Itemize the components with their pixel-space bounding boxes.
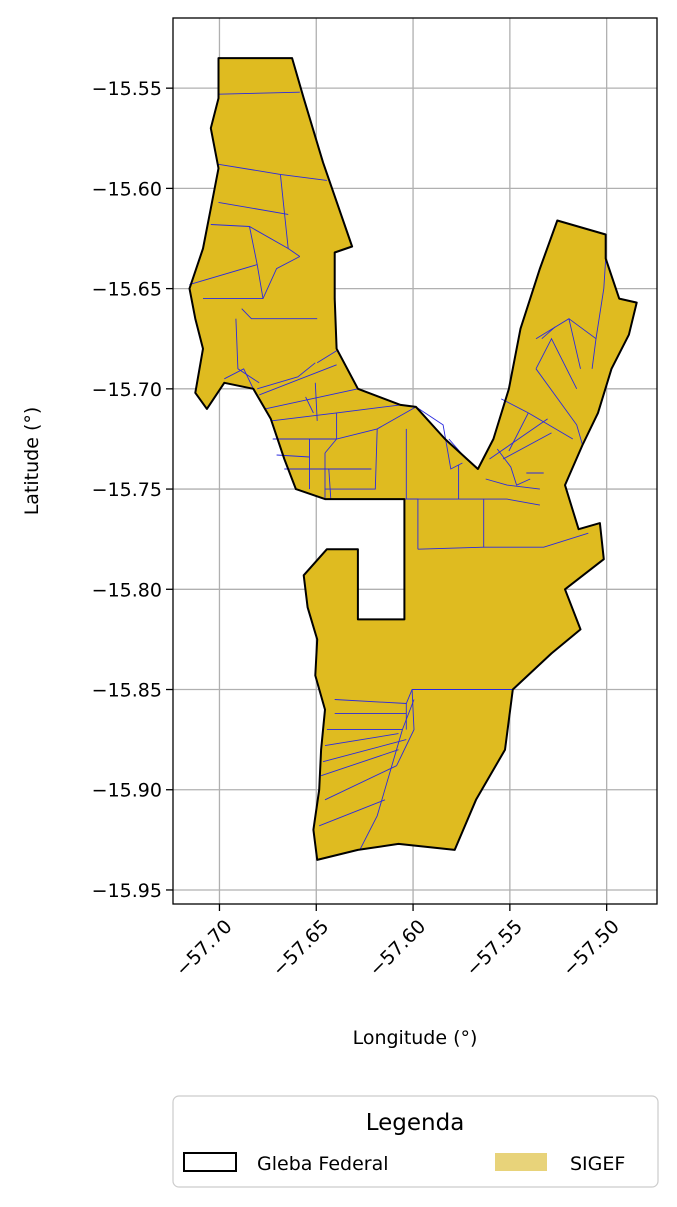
parcel-line-39 — [502, 432, 552, 460]
parcel-line-34 — [417, 532, 589, 550]
parcel-line-14 — [264, 388, 358, 410]
parcel-line-44 — [535, 368, 583, 446]
parcel-line-8 — [241, 308, 318, 320]
parcel-line-23 — [324, 438, 337, 454]
plot-frame — [172, 17, 658, 905]
legend-sigef-label: SIGEF — [570, 1153, 625, 1175]
parcel-line-58 — [319, 799, 386, 827]
y-tick-label-0: −15.55 — [92, 78, 162, 100]
parcel-line-16 — [305, 396, 314, 414]
gleba-federal-outline — [188, 57, 638, 861]
parcel-line-10 — [224, 368, 254, 389]
parcel-line-26 — [328, 468, 332, 500]
y-tick-label-5: −15.80 — [92, 579, 162, 601]
parcel-line-43 — [528, 412, 574, 440]
parcel-line-45 — [535, 337, 578, 390]
parcel-line-47 — [541, 326, 556, 340]
gleba-federal-boundary-layer — [188, 57, 638, 861]
parcel-line-13 — [259, 364, 337, 396]
parcel-line-50 — [334, 689, 513, 704]
parcel-line-6 — [189, 264, 258, 286]
parcel-line-7 — [203, 256, 301, 300]
y-tick-label-3: −15.70 — [92, 379, 162, 401]
parcel-line-33 — [404, 498, 540, 506]
parcel-line-38 — [489, 418, 548, 460]
parcel-line-49 — [595, 258, 607, 339]
sigef-fill-layer — [189, 58, 637, 860]
legend-gleba-federal-swatch — [183, 1152, 237, 1172]
legend-title: Legenda — [366, 1110, 465, 1136]
parcel-line-36 — [485, 478, 540, 490]
y-axis-ticks: −15.55 −15.60 −15.65 −15.70 −15.75 −15.80 −15.… — [92, 78, 173, 902]
parcel-line-17 — [314, 382, 318, 421]
y-tick-label-6: −15.85 — [92, 680, 162, 702]
parcel-line-59 — [359, 729, 403, 851]
y-tick-label-4: −15.75 — [92, 479, 162, 501]
x-axis-title: Longitude (°) — [353, 1027, 478, 1049]
legend-gleba-federal-label: Gleba Federal — [257, 1153, 389, 1175]
y-tick-label-1: −15.60 — [92, 178, 162, 200]
y-axis-title: Latitude (°) — [21, 407, 43, 516]
parcel-line-0 — [218, 91, 300, 95]
parcel-line-27 — [325, 428, 378, 490]
legend-sigef-swatch — [495, 1153, 547, 1171]
parcel-line-30 — [415, 406, 463, 470]
parcel-line-40 — [508, 412, 529, 452]
y-tick-label-8: −15.95 — [92, 880, 162, 902]
sigef-area — [189, 58, 637, 860]
parcel-line-55 — [322, 739, 407, 763]
y-tick-label-7: −15.90 — [92, 780, 162, 802]
parcel-line-3 — [218, 201, 289, 215]
y-tick-label-2: −15.65 — [92, 279, 162, 301]
legend: Legenda Gleba Federal SIGEF — [172, 1095, 659, 1188]
parcel-line-54 — [324, 733, 399, 747]
parcel-line-57 — [324, 765, 397, 801]
parcel-line-60 — [396, 689, 415, 766]
parcel-line-12 — [316, 350, 337, 364]
parcel-line-19 — [272, 406, 417, 440]
parcel-line-9 — [235, 318, 260, 384]
parcel-line-56 — [320, 749, 399, 777]
parcel-line-11 — [257, 362, 316, 390]
